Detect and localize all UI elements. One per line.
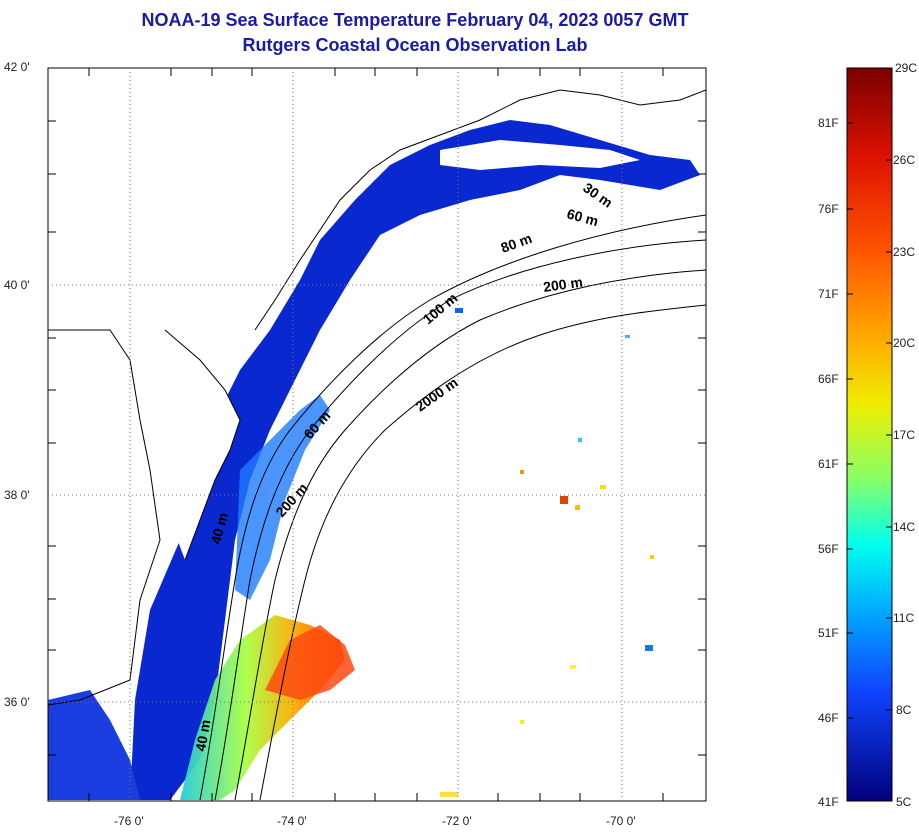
colorbar-c-26: 26C (893, 153, 916, 167)
lat-label-36: 36 0' (4, 695, 30, 709)
contour-label-80m: 80 m (499, 230, 534, 256)
colorbar-c-20: 20C (893, 336, 916, 350)
lat-label-42: 42 0' (4, 60, 30, 74)
map-title: NOAA-19 Sea Surface Temperature February… (141, 10, 689, 30)
colorbar-f-46: 46F (818, 711, 839, 725)
contour-label-60m-north: 60 m (565, 205, 600, 229)
colorbar-c-8: 8C (896, 703, 912, 717)
colorbar-c-17: 17C (893, 428, 916, 442)
colorbar-f-81: 81F (818, 116, 839, 130)
temperature-colorbar (846, 67, 893, 802)
map-subtitle: Rutgers Coastal Ocean Observation Lab (242, 35, 588, 55)
colorbar-f-56: 56F (818, 542, 839, 556)
cold-shelf-water (130, 120, 700, 800)
lat-label-38: 38 0' (4, 488, 30, 502)
colorbar-f-66: 66F (818, 372, 839, 386)
contour-label-200m-north: 200 m (542, 274, 584, 295)
contour-label-2000m: 2000 m (413, 374, 461, 414)
colorbar-f-41: 41F (818, 795, 839, 809)
colorbar-f-71: 71F (818, 287, 839, 301)
axis-ticks (47, 68, 707, 801)
lon-label-76: -76 0' (114, 814, 144, 828)
contour-label-40m-middle: 40 m (207, 511, 231, 546)
depth-contours (199, 214, 706, 801)
cold-bay-water (48, 690, 140, 800)
colorbar-f-76: 76F (818, 202, 839, 216)
colorbar-f-61: 61F (818, 457, 839, 471)
colorbar-c-14: 14C (893, 520, 916, 534)
lon-label-70: -70 0' (606, 814, 636, 828)
colorbar-c-29: 29C (895, 61, 918, 75)
lon-label-74: -74 0' (277, 814, 307, 828)
colorbar-c-5: 5C (896, 795, 912, 809)
warm-core-water (265, 625, 355, 700)
land-mass (48, 68, 706, 540)
long-island (440, 140, 640, 170)
colorbar-f-51: 51F (818, 626, 839, 640)
colorbar-c-23: 23C (893, 245, 916, 259)
lat-label-40: 40 0' (4, 278, 30, 292)
delmarva-peninsula (165, 330, 240, 560)
contour-label-30m: 30 m (580, 179, 615, 210)
coastline (164, 89, 706, 561)
colorbar-c-11: 11C (893, 611, 915, 625)
lon-label-72: -72 0' (442, 814, 472, 828)
chesapeake-coastline (48, 329, 161, 706)
contour-label-40m-south: 40 m (192, 718, 213, 752)
cool-shelf-break-water (235, 395, 330, 600)
sst-scatter-pixels (440, 308, 654, 797)
contour-label-100m: 100 m (420, 290, 461, 328)
lat-lon-grid (48, 68, 706, 801)
